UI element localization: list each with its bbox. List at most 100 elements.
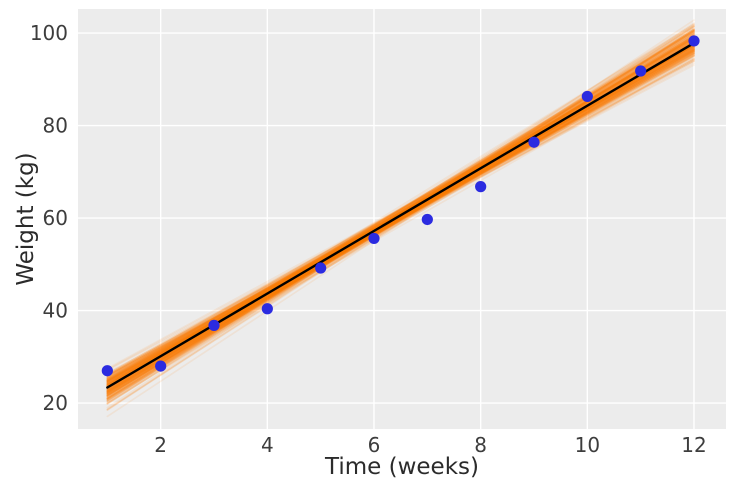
bootstrap-line [106, 48, 695, 379]
bootstrap-line [106, 47, 695, 394]
bootstrap-line [106, 43, 695, 397]
x-tick-label: 12 [681, 433, 706, 457]
bootstrap-line [106, 36, 695, 399]
bootstrap-line [106, 32, 695, 394]
bootstrap-line [106, 36, 695, 405]
bootstrap-line [106, 37, 695, 386]
bootstrap-line [106, 36, 695, 384]
bootstrap-line [106, 43, 695, 394]
bootstrap-line [106, 48, 695, 378]
x-tick-label: 8 [474, 433, 487, 457]
plot-layer [106, 19, 696, 418]
bootstrap-line [106, 54, 695, 380]
bootstrap-line [106, 37, 695, 397]
bootstrap-line [106, 53, 695, 382]
bootstrap-line [106, 51, 695, 389]
bootstrap-line [106, 42, 695, 377]
bootstrap-line [106, 58, 695, 394]
bootstrap-line [106, 50, 695, 376]
data-point [261, 303, 273, 315]
bootstrap-line [106, 29, 695, 397]
bootstrap-line [106, 35, 695, 399]
bootstrap-line [106, 29, 695, 389]
bootstrap-line [106, 38, 695, 385]
bootstrap-line [106, 38, 695, 396]
bootstrap-line [106, 35, 695, 400]
bootstrap-line [106, 25, 695, 411]
bootstrap-line [106, 37, 695, 380]
y-tick-label: 40 [43, 299, 68, 323]
bootstrap-line [106, 54, 695, 382]
bootstrap-line [106, 34, 695, 385]
bootstrap-line [106, 62, 695, 376]
bootstrap-line [106, 43, 695, 393]
bootstrap-line [106, 50, 695, 385]
bootstrap-line [106, 23, 695, 389]
bootstrap-line [106, 51, 695, 391]
bootstrap-line [106, 46, 695, 381]
bootstrap-line [106, 26, 695, 401]
bootstrap-line [106, 47, 695, 401]
bootstrap-line [106, 31, 695, 386]
bootstrap-line [106, 52, 695, 384]
bootstrap-line [106, 59, 695, 382]
x-tick-label: 4 [261, 433, 274, 457]
bootstrap-line [106, 31, 695, 388]
bootstrap-line [106, 49, 695, 392]
bootstrap-line [106, 22, 695, 399]
bootstrap-line [106, 39, 695, 382]
bootstrap-line [106, 52, 695, 384]
data-point [475, 181, 487, 193]
bootstrap-line [106, 44, 695, 400]
plot-area-background [78, 9, 726, 429]
y-tick-label: 20 [43, 391, 68, 415]
bootstrap-line [106, 45, 695, 394]
bootstrap-line [106, 50, 695, 389]
data-point [368, 232, 380, 245]
data-point [688, 35, 700, 47]
bootstrap-line [106, 38, 695, 383]
bootstrap-line [106, 35, 695, 392]
x-tick-label: 6 [368, 433, 381, 457]
y-tick-label: 100 [30, 21, 68, 45]
bootstrap-line [106, 45, 695, 382]
bootstrap-line [106, 30, 695, 405]
bootstrap-line [106, 48, 695, 370]
bootstrap-line [106, 49, 695, 389]
bootstrap-line [106, 46, 695, 393]
bootstrap-line [106, 53, 695, 381]
bootstrap-line [106, 46, 695, 391]
bootstrap-line [106, 54, 695, 382]
bootstrap-line [106, 36, 695, 387]
bootstrap-line [106, 33, 695, 387]
bootstrap-line [106, 60, 695, 378]
bootstrap-line [106, 42, 695, 395]
bootstrap-line [106, 38, 695, 380]
y-axis-label: Weight (kg) [13, 152, 39, 286]
bootstrap-line [106, 49, 695, 390]
x-tick-label: 10 [575, 433, 600, 457]
bootstrap-line [106, 58, 695, 383]
bootstrap-line [106, 45, 695, 391]
bootstrap-line [106, 30, 695, 395]
bootstrap-line [106, 42, 695, 375]
bootstrap-line [106, 46, 695, 382]
data-point [208, 319, 220, 331]
bootstrap-line [106, 32, 695, 387]
data-point [635, 65, 647, 77]
bootstrap-line [106, 33, 695, 387]
bootstrap-line [106, 38, 695, 382]
bootstrap-line [106, 43, 695, 397]
bootstrap-line [106, 46, 695, 392]
bootstrap-line [106, 44, 695, 393]
bootstrap-line [106, 47, 695, 390]
bootstrap-line [106, 46, 695, 397]
bootstrap-line [106, 49, 695, 392]
bootstrap-line [106, 38, 695, 386]
bootstrap-line [106, 28, 695, 418]
bootstrap-line [106, 44, 695, 392]
x-axis-label: Time (weeks) [325, 454, 479, 480]
bootstrap-line [106, 29, 695, 410]
bootstrap-line [106, 25, 695, 402]
